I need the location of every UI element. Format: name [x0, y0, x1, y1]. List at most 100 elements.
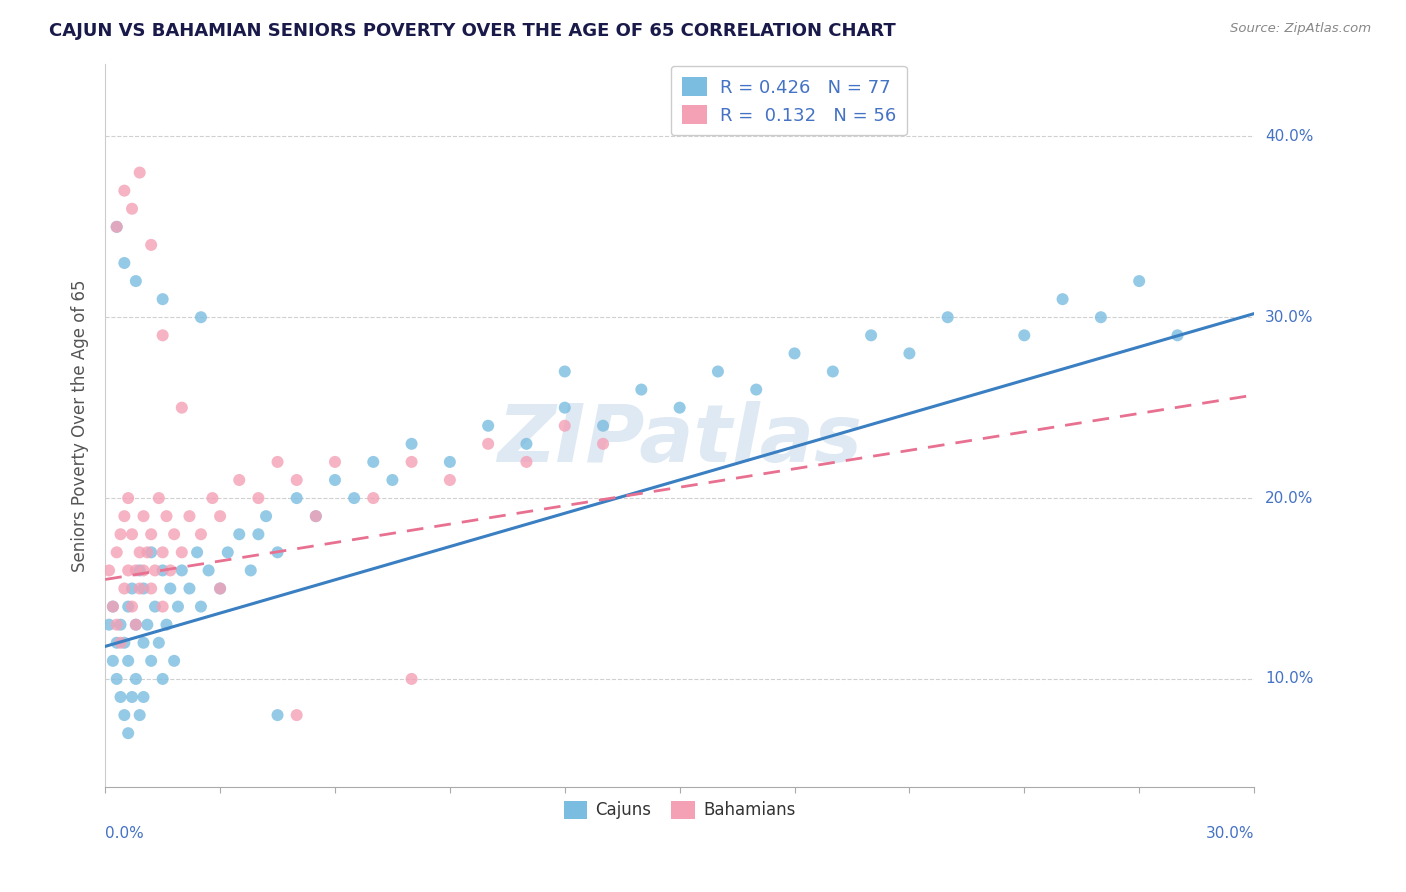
- Point: [247, 491, 270, 505]
- Point: [121, 527, 143, 541]
- Point: [167, 599, 190, 614]
- Point: [745, 383, 768, 397]
- Point: [128, 545, 150, 559]
- Point: [117, 599, 139, 614]
- Point: [117, 726, 139, 740]
- Y-axis label: Seniors Poverty Over the Age of 65: Seniors Poverty Over the Age of 65: [72, 279, 89, 572]
- Point: [132, 690, 155, 704]
- Point: [148, 636, 170, 650]
- Point: [401, 455, 423, 469]
- Point: [143, 599, 166, 614]
- Point: [128, 165, 150, 179]
- Point: [121, 690, 143, 704]
- Point: [1090, 310, 1112, 325]
- Point: [361, 455, 384, 469]
- Point: [401, 672, 423, 686]
- Point: [228, 473, 250, 487]
- Point: [592, 437, 614, 451]
- Point: [170, 563, 193, 577]
- Text: CAJUN VS BAHAMIAN SENIORS POVERTY OVER THE AGE OF 65 CORRELATION CHART: CAJUN VS BAHAMIAN SENIORS POVERTY OVER T…: [49, 22, 896, 40]
- Point: [112, 708, 135, 723]
- Point: [254, 509, 277, 524]
- Point: [141, 582, 163, 596]
- Point: [105, 617, 128, 632]
- Point: [477, 418, 499, 433]
- Point: [209, 582, 232, 596]
- Point: [125, 617, 148, 632]
- Point: [343, 491, 366, 505]
- Point: [136, 545, 159, 559]
- Point: [228, 527, 250, 541]
- Point: [936, 310, 959, 325]
- Text: 20.0%: 20.0%: [1265, 491, 1313, 506]
- Point: [125, 672, 148, 686]
- Point: [143, 563, 166, 577]
- Text: 30.0%: 30.0%: [1205, 826, 1254, 841]
- Point: [152, 563, 174, 577]
- Point: [121, 202, 143, 216]
- Point: [285, 473, 308, 487]
- Point: [305, 509, 328, 524]
- Point: [554, 418, 576, 433]
- Point: [128, 708, 150, 723]
- Point: [401, 437, 423, 451]
- Point: [155, 617, 177, 632]
- Point: [101, 654, 124, 668]
- Point: [105, 672, 128, 686]
- Point: [898, 346, 921, 360]
- Point: [141, 545, 163, 559]
- Point: [125, 617, 148, 632]
- Text: 0.0%: 0.0%: [105, 826, 143, 841]
- Point: [821, 364, 844, 378]
- Point: [323, 455, 346, 469]
- Point: [197, 563, 219, 577]
- Point: [439, 455, 461, 469]
- Point: [148, 491, 170, 505]
- Point: [132, 509, 155, 524]
- Text: 30.0%: 30.0%: [1265, 310, 1313, 325]
- Point: [1014, 328, 1036, 343]
- Point: [152, 672, 174, 686]
- Point: [105, 545, 128, 559]
- Point: [554, 364, 576, 378]
- Point: [266, 708, 288, 723]
- Point: [239, 563, 262, 577]
- Point: [121, 599, 143, 614]
- Point: [170, 545, 193, 559]
- Text: ZIPatlas: ZIPatlas: [498, 401, 862, 479]
- Point: [163, 654, 186, 668]
- Point: [179, 582, 201, 596]
- Text: 40.0%: 40.0%: [1265, 129, 1313, 144]
- Point: [128, 563, 150, 577]
- Point: [707, 364, 730, 378]
- Point: [860, 328, 883, 343]
- Point: [1052, 292, 1074, 306]
- Point: [141, 527, 163, 541]
- Point: [668, 401, 690, 415]
- Point: [101, 599, 124, 614]
- Point: [381, 473, 404, 487]
- Point: [209, 582, 232, 596]
- Point: [136, 617, 159, 632]
- Point: [159, 582, 181, 596]
- Point: [110, 527, 132, 541]
- Point: [630, 383, 652, 397]
- Point: [190, 310, 212, 325]
- Point: [110, 617, 132, 632]
- Point: [132, 563, 155, 577]
- Point: [159, 563, 181, 577]
- Point: [110, 636, 132, 650]
- Point: [152, 599, 174, 614]
- Point: [152, 328, 174, 343]
- Point: [112, 636, 135, 650]
- Point: [117, 491, 139, 505]
- Point: [592, 418, 614, 433]
- Point: [152, 545, 174, 559]
- Point: [305, 509, 328, 524]
- Point: [132, 636, 155, 650]
- Point: [247, 527, 270, 541]
- Point: [98, 563, 121, 577]
- Point: [105, 636, 128, 650]
- Point: [190, 527, 212, 541]
- Point: [323, 473, 346, 487]
